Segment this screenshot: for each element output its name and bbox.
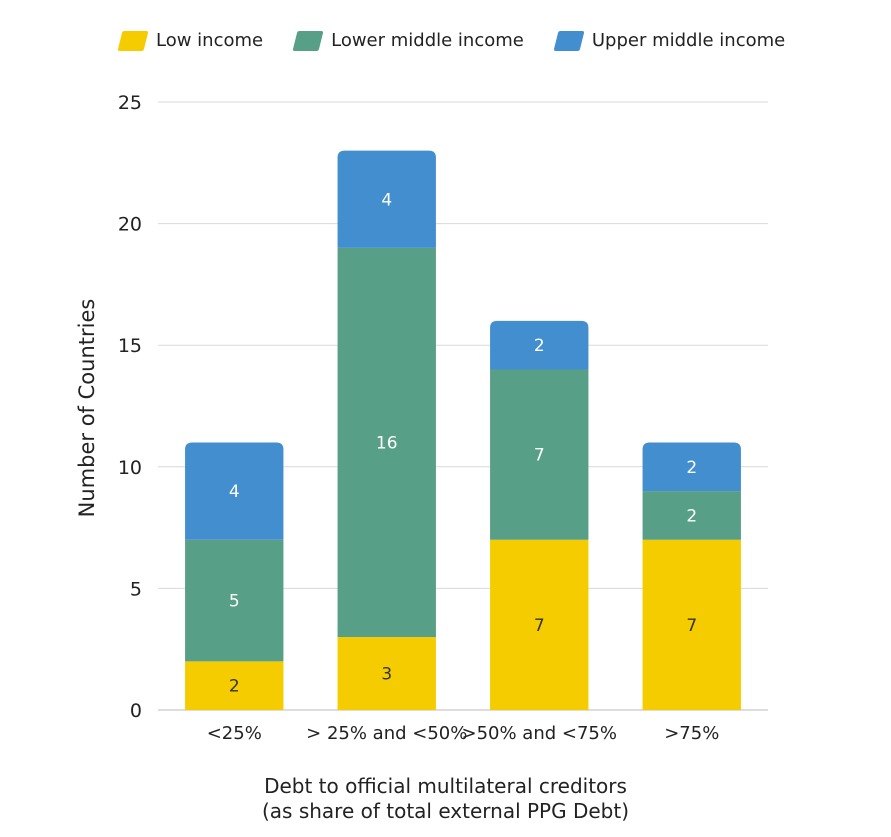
bars: 2 5 4 3 16 4 7 7 2 7 2 2 <box>185 150 741 710</box>
bar-segment <box>490 539 589 710</box>
x-tick-label: >75% <box>664 723 719 744</box>
bar-segment <box>185 539 284 662</box>
bar-segment <box>185 442 284 540</box>
data-label: 5 <box>229 592 240 612</box>
bar-segment <box>642 491 741 540</box>
x-tick-labels: <25% > 25% and <50%>50% and <75% >75% <box>207 723 720 744</box>
legend-label-upper-middle-income: Upper middle income <box>591 30 786 51</box>
bar-segment <box>642 442 741 492</box>
data-label: 7 <box>686 616 697 636</box>
bar-segment <box>337 637 436 710</box>
legend-item-low-income: Low income <box>117 30 264 51</box>
data-label: 7 <box>534 446 545 466</box>
x-axis-title-line2: (as share of total external PPG Debt) <box>261 799 630 823</box>
legend-label-low-income: Low income <box>156 30 264 51</box>
y-tick-label: 15 <box>118 335 142 357</box>
data-label: 4 <box>229 482 240 502</box>
x-tick-label: <25% <box>207 723 262 744</box>
data-label: 2 <box>229 677 240 697</box>
bar-segment <box>490 369 589 540</box>
x-tick-label: > 25% and <50% <box>306 723 467 744</box>
bar-segment <box>642 539 741 710</box>
data-label: 16 <box>376 433 398 453</box>
bar-segment <box>337 247 436 638</box>
data-label: 2 <box>686 506 697 526</box>
y-axis-title: Number of Countries <box>75 299 99 518</box>
y-tick-label: 5 <box>130 578 142 600</box>
bar-segment <box>185 661 284 710</box>
data-label: 3 <box>381 665 392 685</box>
y-tick-labels: 0 5 10 15 20 25 <box>118 92 142 722</box>
data-label: 2 <box>686 458 697 478</box>
bar-segment <box>490 320 589 370</box>
data-label: 4 <box>381 190 392 210</box>
data-label: 2 <box>534 336 545 356</box>
y-tick-label: 25 <box>118 92 142 114</box>
legend-item-lower-middle-income: Lower middle income <box>292 30 524 51</box>
legend: Low income Lower middle income Upper mid… <box>117 30 786 51</box>
y-tick-label: 20 <box>118 214 142 236</box>
x-axis-title-line1: Debt to official multilateral creditors <box>264 774 627 798</box>
legend-item-upper-middle-income: Upper middle income <box>553 30 786 51</box>
data-label: 7 <box>534 616 545 636</box>
y-tick-label: 10 <box>118 457 142 479</box>
y-tick-label: 0 <box>130 700 142 722</box>
x-tick-label: >50% and <75% <box>462 723 618 744</box>
bar-segment <box>337 150 436 248</box>
legend-label-lower-middle-income: Lower middle income <box>331 30 524 51</box>
